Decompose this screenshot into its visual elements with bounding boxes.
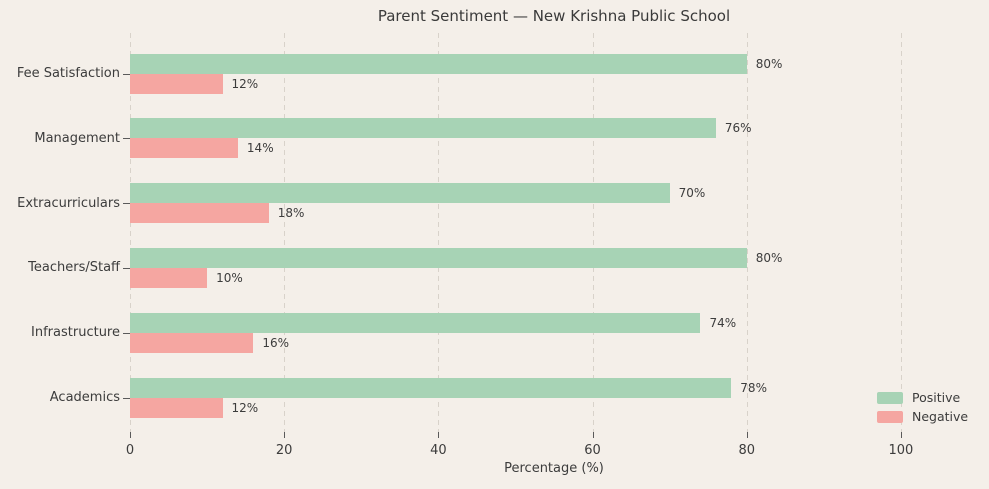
- bar-negative: [130, 138, 238, 159]
- category-label: Teachers/Staff: [28, 260, 120, 276]
- bar-negative: [130, 203, 269, 224]
- x-tick-label: 20: [275, 443, 293, 458]
- value-label: 10%: [216, 270, 243, 285]
- x-tick: [130, 432, 131, 438]
- value-label: 16%: [262, 335, 290, 350]
- x-tick: [438, 432, 440, 438]
- gridline: [900, 33, 902, 432]
- gridline: [438, 33, 440, 432]
- category-label: Management: [34, 130, 120, 146]
- legend-item: Negative: [877, 407, 968, 426]
- category-label: Fee Satisfaction: [16, 66, 120, 81]
- bar-positive: [130, 312, 701, 333]
- bar-negative: [130, 332, 254, 353]
- gridline: [746, 33, 748, 432]
- x-tick: [592, 432, 594, 438]
- value-label: 78%: [740, 380, 767, 395]
- y-tick: [123, 138, 130, 140]
- bar-negative: [130, 73, 223, 94]
- x-tick-label: 40: [430, 443, 447, 458]
- x-tick-label: 60: [584, 443, 601, 458]
- bar-positive: [130, 53, 747, 74]
- value-label: 12%: [231, 400, 259, 415]
- gridline: [592, 33, 594, 432]
- legend-label: Negative: [912, 409, 969, 424]
- value-label: 12%: [231, 76, 259, 91]
- x-tick-label: 0: [125, 443, 135, 458]
- category-label: Extracurriculars: [17, 195, 120, 211]
- value-label: 18%: [277, 206, 305, 221]
- legend: Positive Negative: [877, 388, 968, 426]
- x-tick: [746, 432, 748, 438]
- value-label: 14%: [246, 141, 274, 156]
- bar-negative: [130, 397, 223, 418]
- legend-label: Positive: [912, 390, 961, 405]
- bar-positive: [130, 377, 732, 398]
- value-label: 70%: [678, 186, 706, 201]
- value-label: 74%: [709, 315, 737, 330]
- plot-area: 80% 12% 76% 14% 70% 18% 80% 10% 74% 16% 78% 12%: [130, 33, 978, 432]
- bar-negative: [130, 267, 208, 288]
- x-tick: [284, 432, 286, 438]
- y-tick: [123, 203, 130, 205]
- legend-swatch-positive: [877, 391, 903, 404]
- chart-title: Parent Sentiment — New Krishna Public Sc…: [377, 7, 731, 25]
- category-label: Academics: [49, 390, 120, 405]
- x-tick-label: 80: [738, 443, 755, 458]
- gridline: [130, 33, 131, 432]
- bar-positive: [130, 183, 670, 204]
- x-tick: [900, 432, 902, 438]
- x-axis-label: Percentage (%): [504, 461, 604, 476]
- y-tick: [123, 397, 130, 399]
- y-tick: [123, 332, 130, 334]
- value-label: 76%: [724, 121, 752, 136]
- legend-swatch-negative: [877, 410, 903, 423]
- x-tick-label: 100: [888, 443, 914, 458]
- legend-item: Positive: [877, 388, 968, 407]
- y-tick: [123, 267, 130, 269]
- bar-positive: [130, 247, 747, 268]
- gridline: [284, 33, 286, 432]
- category-label: Infrastructure: [31, 325, 120, 341]
- value-label: 80%: [755, 56, 783, 71]
- y-tick: [123, 73, 130, 75]
- value-label: 80%: [755, 250, 783, 265]
- bar-positive: [130, 118, 716, 139]
